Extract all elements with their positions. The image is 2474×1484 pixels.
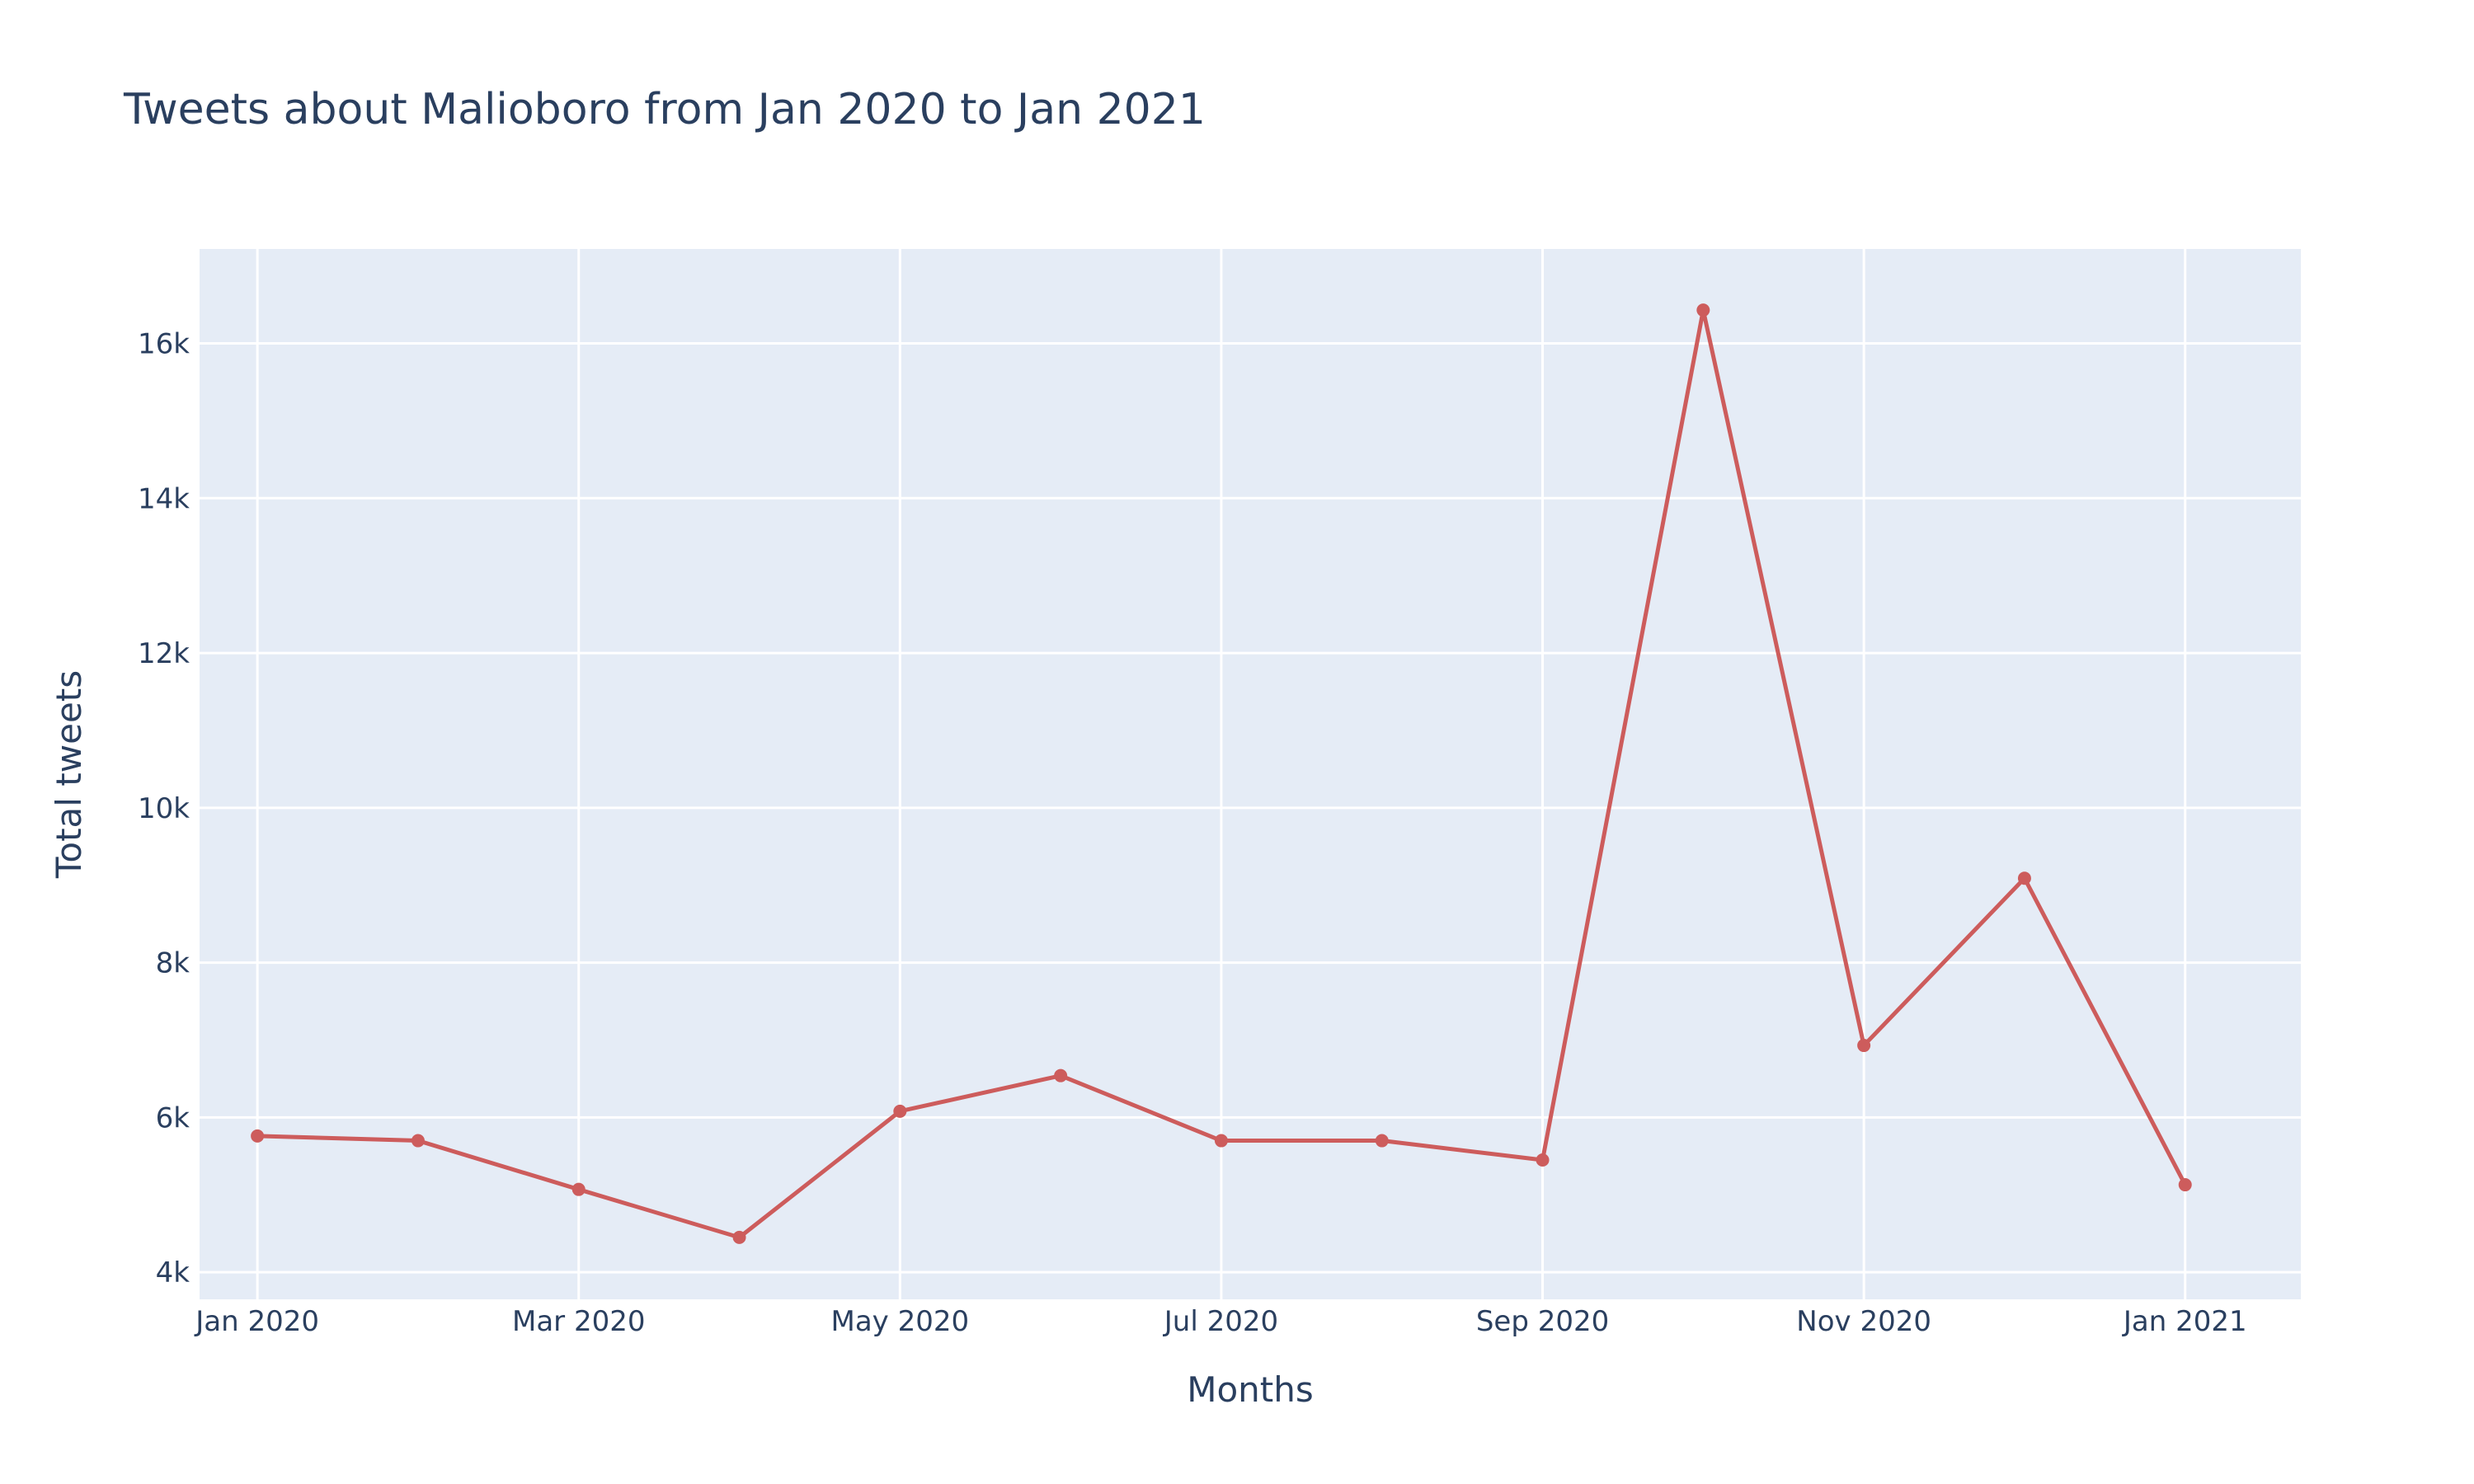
x-axis-title: Months xyxy=(1187,1369,1314,1410)
data-point xyxy=(2018,871,2031,885)
y-tick-label: 14k xyxy=(138,482,190,515)
x-tick-label: Nov 2020 xyxy=(1796,1305,1931,1338)
data-point xyxy=(1696,303,1710,317)
data-point xyxy=(2179,1178,2192,1191)
x-tick-label: Sep 2020 xyxy=(1476,1305,1609,1338)
chart-title: Tweets about Malioboro from Jan 2020 to … xyxy=(123,85,1206,134)
data-point xyxy=(1054,1069,1067,1082)
data-point xyxy=(893,1105,906,1118)
data-point xyxy=(572,1183,586,1196)
x-tick-label: Mar 2020 xyxy=(512,1305,645,1338)
y-tick-label: 8k xyxy=(156,947,190,980)
x-tick-label: May 2020 xyxy=(831,1305,970,1338)
data-point xyxy=(251,1129,264,1143)
data-point xyxy=(1857,1039,1870,1052)
data-point xyxy=(1536,1153,1550,1167)
y-tick-label: 4k xyxy=(156,1256,190,1289)
y-axis-title: Total tweets xyxy=(49,670,89,879)
data-point xyxy=(733,1231,746,1244)
y-tick-label: 6k xyxy=(156,1101,190,1134)
y-tick-label: 12k xyxy=(138,637,190,670)
data-point xyxy=(1376,1134,1389,1148)
y-tick-label: 16k xyxy=(138,328,190,361)
x-tick-label: Jul 2020 xyxy=(1163,1305,1278,1338)
y-tick-label: 10k xyxy=(138,792,190,825)
x-tick-label: Jan 2021 xyxy=(2122,1305,2247,1338)
data-point xyxy=(412,1134,425,1148)
x-tick-label: Jan 2020 xyxy=(194,1305,319,1338)
data-point xyxy=(1215,1134,1228,1148)
